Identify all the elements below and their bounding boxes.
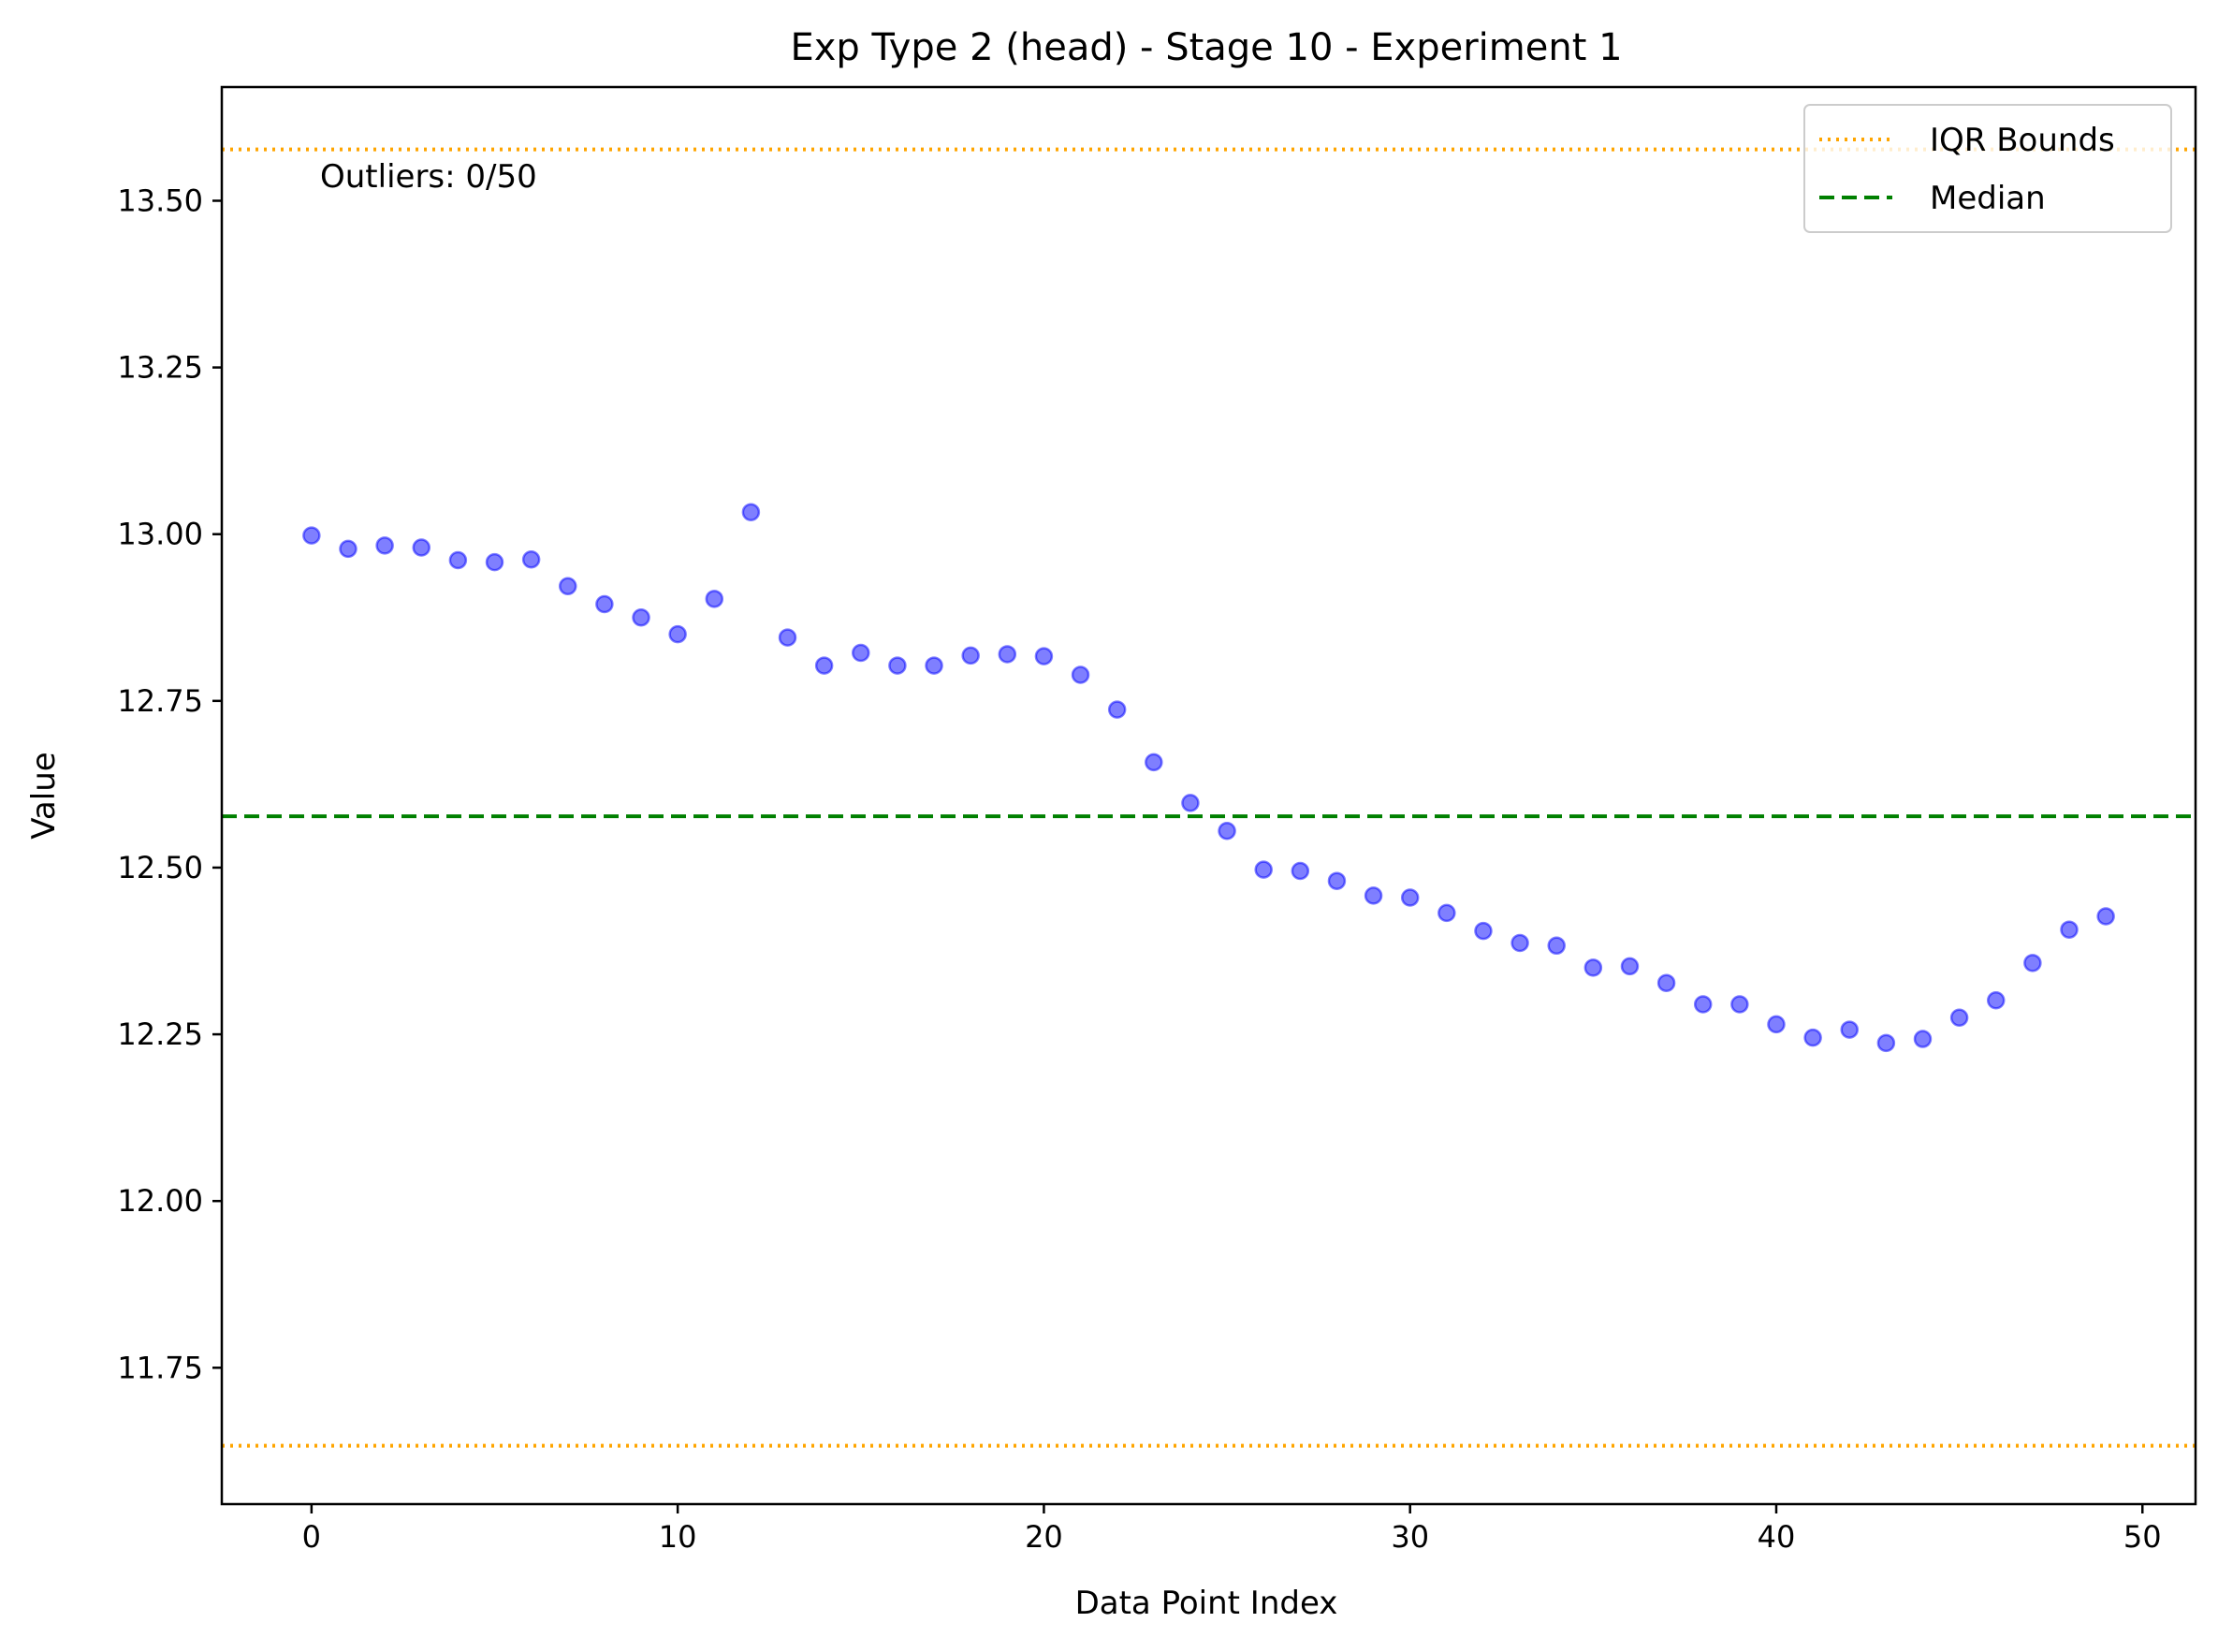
plot-content	[222, 147, 2196, 1448]
data-point	[1181, 794, 1200, 812]
y-tick-label: 13.25	[117, 350, 203, 386]
data-point	[595, 594, 614, 614]
data-point	[1437, 903, 1456, 923]
data-point	[814, 656, 834, 675]
data-point	[925, 656, 943, 675]
data-point	[1693, 995, 1713, 1014]
data-point	[1034, 647, 1054, 665]
data-point	[1364, 886, 1383, 905]
data-point	[668, 624, 687, 644]
data-point	[1840, 1020, 1859, 1039]
data-point	[2060, 920, 2079, 939]
data-point	[632, 608, 650, 627]
plot-area	[222, 147, 2196, 1448]
x-tick-label: 0	[302, 1519, 321, 1555]
legend-iqr-label: IQR Bounds	[1930, 122, 2115, 159]
data-point	[1107, 700, 1127, 719]
data-point	[1291, 861, 1310, 881]
data-point	[1254, 860, 1273, 879]
data-point	[888, 656, 907, 675]
y-tick-label: 12.25	[117, 1016, 203, 1052]
data-point	[302, 526, 321, 545]
data-point	[1145, 753, 1163, 772]
data-point	[705, 590, 724, 608]
y-tick-label: 13.50	[117, 183, 203, 218]
data-point	[448, 550, 468, 570]
axes: 0 10 20 30 40 50 11.75 12.00 12.25 12.50 12.75 13.0…	[117, 85, 2197, 1555]
y-tick-label: 11.75	[117, 1350, 203, 1385]
data-point	[412, 538, 430, 557]
data-point	[559, 577, 577, 596]
data-point	[1400, 888, 1420, 907]
data-point	[1876, 1033, 1896, 1053]
x-tick-label: 50	[2123, 1519, 2162, 1555]
outliers-annotation: Outliers: 0/50	[320, 158, 537, 196]
data-point	[521, 550, 541, 569]
data-point	[1474, 921, 1493, 941]
data-point	[998, 645, 1017, 664]
data-point	[485, 552, 504, 572]
data-point	[1583, 958, 1603, 977]
data-point	[1656, 973, 1676, 992]
data-point	[375, 536, 394, 555]
data-point	[1913, 1030, 1933, 1048]
y-tick-label: 12.50	[117, 850, 203, 885]
data-point	[1547, 936, 1566, 956]
data-point	[741, 503, 761, 521]
legend-box	[1803, 104, 2172, 233]
data-point	[1803, 1028, 1822, 1047]
data-point	[1767, 1015, 1786, 1034]
data-point	[1987, 990, 2006, 1010]
data-point	[1327, 871, 1347, 890]
data-point	[1218, 822, 1236, 841]
x-tick-label: 10	[659, 1519, 697, 1555]
legend-median-label: Median	[1930, 180, 2046, 217]
data-point	[2096, 907, 2115, 926]
chart-title: Exp Type 2 (head) - Stage 10 - Experimen…	[790, 26, 1622, 69]
data-point	[339, 539, 358, 559]
axes-frame	[220, 85, 2197, 1506]
data-point	[1949, 1008, 1969, 1028]
data-point	[1071, 665, 1090, 684]
data-point	[1730, 995, 1749, 1014]
legend: IQR Bounds Median	[1803, 104, 2172, 233]
data-point	[1510, 933, 1529, 953]
data-point	[1620, 957, 1640, 976]
data-point	[961, 646, 980, 665]
x-tick-label: 30	[1391, 1519, 1429, 1555]
data-point	[2023, 954, 2042, 972]
y-tick-label: 13.00	[117, 517, 203, 552]
x-tick-label: 20	[1025, 1519, 1063, 1555]
data-point	[778, 628, 797, 647]
data-point	[852, 643, 870, 663]
y-tick-label: 12.00	[117, 1183, 203, 1219]
x-tick-label: 40	[1758, 1519, 1796, 1555]
x-axis-label: Data Point Index	[1075, 1585, 1338, 1622]
y-axis-label: Value	[25, 752, 63, 839]
y-tick-label: 12.75	[117, 683, 203, 719]
